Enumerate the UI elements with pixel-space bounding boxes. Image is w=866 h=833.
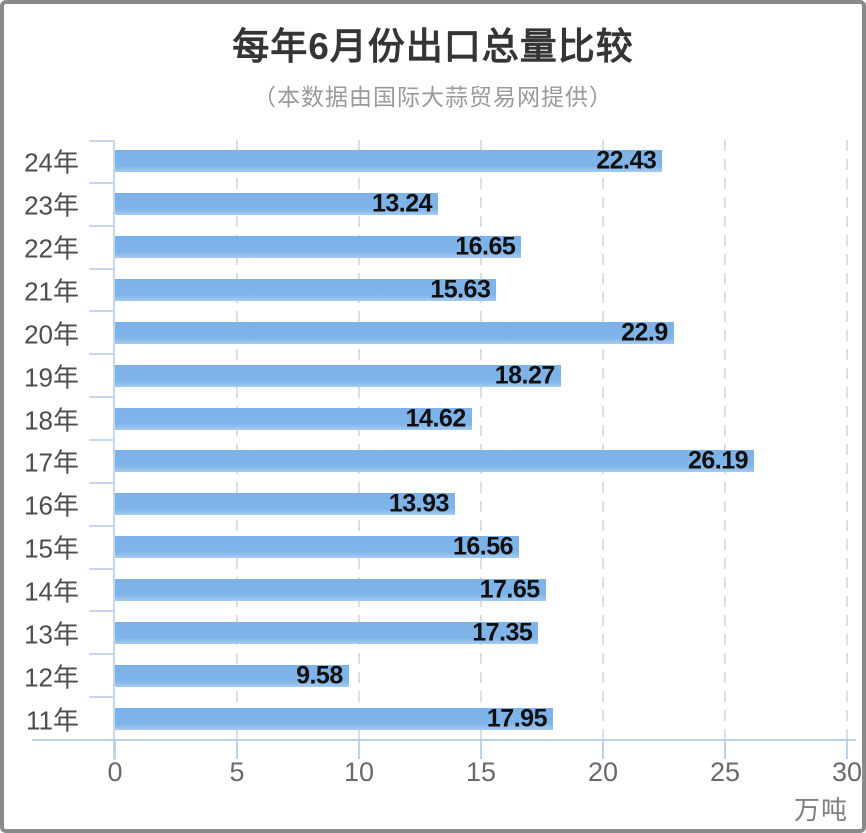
bar: 14.62 bbox=[115, 404, 472, 432]
gridline-x-30 bbox=[846, 140, 848, 740]
y-axis-label: 24年 bbox=[24, 147, 79, 178]
bar-row-13年: 13年 17.35 bbox=[24, 611, 847, 654]
y-axis-tick bbox=[89, 267, 114, 270]
y-axis-tick bbox=[89, 353, 114, 356]
y-axis-tick bbox=[89, 181, 114, 184]
gridline-x-10 bbox=[358, 140, 360, 740]
y-axis-tick bbox=[89, 567, 114, 570]
bar-value-label: 18.27 bbox=[494, 361, 556, 390]
bar-row-23年: 23年 13.24 bbox=[24, 183, 847, 226]
bar: 17.65 bbox=[115, 575, 546, 603]
gridline-x-20 bbox=[602, 140, 604, 740]
bar: 15.63 bbox=[115, 275, 497, 303]
x-axis-tick-label: 20 bbox=[587, 757, 619, 787]
bar-row-12年: 12年 9.58 bbox=[24, 654, 847, 697]
x-axis-tick-15 bbox=[480, 740, 482, 759]
bar: 16.56 bbox=[115, 533, 520, 561]
y-axis-label: 16年 bbox=[24, 490, 79, 521]
y-axis-label: 15年 bbox=[24, 533, 79, 564]
y-axis-tick bbox=[89, 439, 114, 441]
y-axis-label: 17年 bbox=[24, 447, 79, 478]
gridline-x-15 bbox=[480, 140, 482, 740]
y-axis-label: 14年 bbox=[24, 576, 79, 607]
chart-title: 每年6月份出口总量比较 bbox=[232, 26, 634, 67]
bar-row-20年: 20年 22.9 bbox=[24, 311, 847, 354]
bar-row-18年: 18年 14.62 bbox=[24, 397, 847, 440]
bar-value-label: 16.65 bbox=[455, 232, 516, 261]
bar: 13.93 bbox=[115, 490, 455, 518]
x-axis-line bbox=[32, 739, 856, 741]
x-axis-tick-20 bbox=[602, 740, 604, 759]
y-axis-label: 18年 bbox=[24, 405, 79, 436]
y-axis-tick bbox=[89, 696, 114, 699]
x-axis-unit-label: 万吨 bbox=[793, 795, 848, 825]
bar-row-22年: 22年 16.65 bbox=[24, 226, 847, 269]
x-axis-tick-label: 25 bbox=[709, 757, 741, 787]
y-axis-tick bbox=[89, 140, 114, 142]
bar-row-21年: 21年 15.63 bbox=[24, 269, 847, 312]
chart-subtitle: （本数据由国际大蒜贸易网提供） bbox=[253, 84, 613, 110]
bar-row-14年: 14年 17.65 bbox=[24, 569, 847, 612]
bar: 9.58 bbox=[115, 661, 349, 689]
bar-value-label: 26.19 bbox=[687, 446, 749, 475]
bar-value-label: 22.43 bbox=[596, 146, 657, 175]
gridline-x-25 bbox=[724, 140, 726, 740]
x-axis-tick-5 bbox=[236, 740, 238, 759]
y-axis-label: 13年 bbox=[24, 619, 79, 650]
x-axis-tick-label: 15 bbox=[465, 757, 497, 787]
bar: 26.19 bbox=[115, 447, 755, 475]
bar-value-label: 9.58 bbox=[296, 661, 343, 690]
y-axis-label: 22年 bbox=[24, 233, 79, 264]
y-axis-label: 12年 bbox=[24, 662, 79, 693]
y-axis-tick bbox=[89, 653, 114, 656]
y-axis-label: 21年 bbox=[24, 276, 79, 307]
bar-row-15年: 15年 16.56 bbox=[24, 526, 847, 569]
plot-area: 0 5 10 15 20 25 30 24年 22.43 23年 13.24 22年 16.65 21年 1… bbox=[24, 140, 862, 787]
bar-value-label: 15.63 bbox=[430, 275, 491, 304]
bar-row-19年: 19年 18.27 bbox=[24, 354, 847, 397]
bar-row-17年: 17年 26.19 bbox=[24, 440, 847, 483]
bar: 22.43 bbox=[115, 147, 663, 175]
bar-row-11年: 11年 17.95 bbox=[26, 697, 847, 740]
x-axis-tick-label: 0 bbox=[107, 757, 123, 787]
y-axis-tick bbox=[89, 481, 114, 484]
y-axis-tick bbox=[89, 610, 114, 613]
y-axis-tick bbox=[89, 524, 114, 527]
bar-value-label: 22.9 bbox=[621, 318, 668, 347]
bar: 17.95 bbox=[115, 704, 553, 732]
bar-value-label: 13.24 bbox=[371, 189, 433, 218]
bar: 16.65 bbox=[115, 233, 522, 261]
bar-row-16年: 16年 13.93 bbox=[24, 483, 847, 526]
y-axis-label: 11年 bbox=[26, 705, 79, 736]
y-axis-line bbox=[113, 140, 115, 760]
y-axis-label: 20年 bbox=[24, 319, 79, 350]
bar: 18.27 bbox=[115, 361, 561, 389]
bar-value-label: 16.56 bbox=[453, 532, 514, 561]
y-axis-label: 19年 bbox=[24, 362, 79, 393]
x-axis-tick-label: 30 bbox=[831, 757, 863, 787]
bar-value-label: 14.62 bbox=[405, 404, 467, 433]
bar-row-24年: 24年 22.43 bbox=[24, 140, 847, 183]
bar-value-label: 17.95 bbox=[486, 704, 548, 733]
x-axis-tick-label: 5 bbox=[229, 757, 245, 787]
x-axis-tick-25 bbox=[724, 740, 726, 759]
bar-value-label: 13.93 bbox=[388, 489, 450, 518]
y-axis-tick bbox=[89, 396, 114, 399]
bar: 13.24 bbox=[115, 190, 439, 218]
x-axis-tick-10 bbox=[358, 740, 360, 759]
y-axis-tick bbox=[89, 224, 114, 227]
x-axis-tick-0 bbox=[114, 740, 116, 759]
y-axis-label: 23年 bbox=[24, 190, 79, 221]
bar-value-label: 17.35 bbox=[472, 618, 533, 647]
y-axis-tick bbox=[89, 310, 114, 313]
bar: 17.35 bbox=[115, 618, 539, 646]
x-axis-tick-label: 10 bbox=[343, 757, 375, 787]
gridline-x-5 bbox=[236, 140, 238, 740]
bar-value-label: 17.65 bbox=[479, 575, 541, 604]
x-axis-tick-30 bbox=[846, 740, 848, 759]
bar: 22.9 bbox=[115, 318, 674, 346]
